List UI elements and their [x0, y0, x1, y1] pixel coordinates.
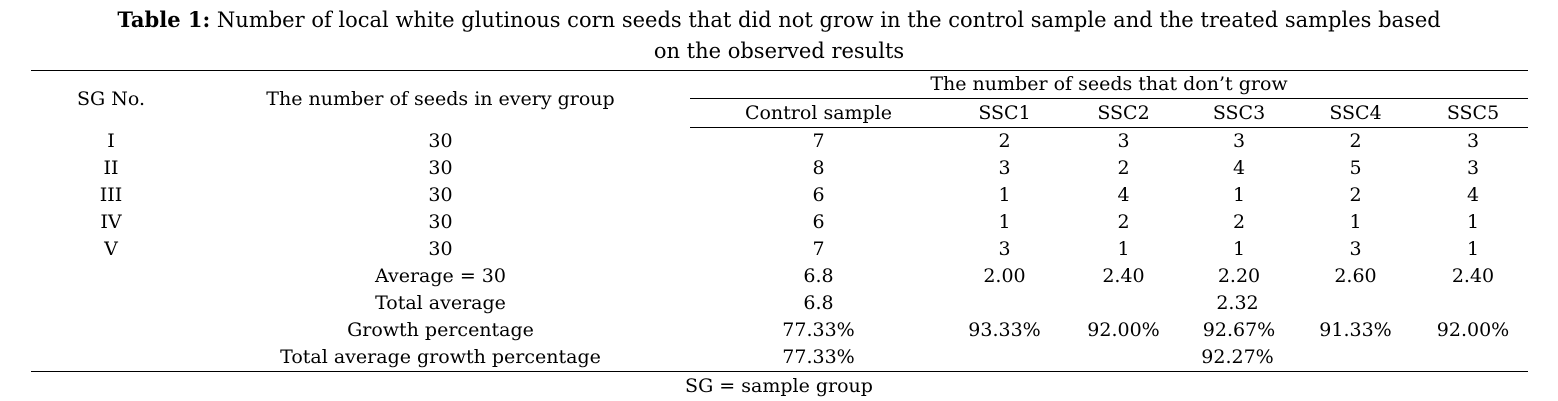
cell-seeds: 30	[428, 129, 453, 152]
cell-sg: IV	[100, 211, 122, 233]
growth-label: Growth percentage	[347, 319, 534, 341]
table-caption: Table 1: Number of local white glutinous…	[0, 4, 1558, 67]
cell-ssc4: 5	[1349, 157, 1362, 179]
growth-percentage-row: Growth percentage 77.33% 93.33% 92.00% 9…	[31, 317, 1528, 344]
header-not-grow-group: The number of seeds that don’t grow	[690, 70, 1529, 99]
average-label: Average = 30	[375, 265, 506, 287]
cell-control: 7	[812, 130, 825, 152]
table-row: IV 30 6 1 2 2 1 1	[31, 209, 1528, 236]
total-growth-control: 77.33%	[690, 344, 947, 372]
total-growth-ssc: 92.27%	[947, 344, 1529, 372]
cell-seeds: 30	[428, 184, 453, 206]
cell-control: 7	[812, 238, 825, 260]
cell-ssc1: 1	[998, 211, 1011, 233]
cell-sg: I	[107, 129, 115, 152]
growth-ssc1: 93.33%	[968, 319, 1041, 341]
table-row: III 30 6 1 4 1 2 4	[31, 182, 1528, 209]
cell-seeds: 30	[428, 157, 453, 179]
cell-ssc1: 3	[998, 157, 1011, 179]
caption-label: Table 1:	[117, 7, 211, 32]
average-row: Average = 30 6.8 2.00 2.40 2.20 2.60 2.4…	[31, 263, 1528, 290]
caption-line-1: Table 1: Number of local white glutinous…	[0, 4, 1558, 36]
cell-ssc4: 3	[1349, 238, 1362, 260]
average-ssc3: 2.20	[1217, 265, 1261, 287]
header-ssc2: SSC2	[1062, 98, 1185, 128]
total-average-row: Total average 6.8 2.32	[31, 290, 1528, 317]
growth-ssc5: 92.00%	[1436, 319, 1510, 341]
table-row: V 30 7 3 1 1 3 1	[31, 236, 1528, 263]
total-growth-row: Total average growth percentage 77.33% 9…	[31, 344, 1529, 372]
average-control: 6.8	[803, 265, 834, 287]
average-ssc2: 2.40	[1102, 265, 1145, 287]
cell-ssc5: 1	[1466, 211, 1480, 233]
total-average-label: Total average	[375, 292, 506, 314]
cell-ssc4: 1	[1349, 211, 1362, 233]
total-average-ssc: 2.32	[1216, 292, 1259, 314]
header-ssc4: SSC4	[1293, 98, 1418, 128]
growth-control: 77.33%	[782, 319, 855, 341]
cell-ssc4: 2	[1349, 184, 1362, 206]
cell-ssc5: 4	[1466, 184, 1480, 206]
header-ssc5: SSC5	[1418, 98, 1529, 128]
caption-line-2: on the observed results	[653, 39, 905, 63]
cell-ssc5: 3	[1466, 157, 1480, 179]
header-seeds-per-group: The number of seeds in every group	[191, 70, 690, 128]
total-growth-label: Total average growth percentage	[191, 344, 690, 372]
cell-ssc1: 3	[998, 238, 1011, 260]
header-ssc3: SSC3	[1185, 98, 1293, 128]
header-sg-no: SG No.	[31, 70, 191, 128]
growth-ssc2: 92.00%	[1087, 319, 1160, 341]
cell-control: 8	[812, 157, 825, 179]
cell-ssc3: 1	[1232, 184, 1246, 206]
average-ssc4: 2.60	[1334, 265, 1377, 287]
cell-ssc3: 4	[1232, 157, 1246, 179]
growth-ssc4: 91.33%	[1319, 319, 1392, 341]
cell-sg: III	[99, 184, 123, 206]
cell-control: 6	[812, 184, 825, 206]
total-average-control: 6.8	[803, 292, 834, 314]
cell-ssc4: 2	[1349, 130, 1362, 152]
table-footnote: SG = sample group	[685, 375, 873, 397]
header-control: Control sample	[690, 98, 947, 128]
cell-ssc5: 3	[1466, 130, 1480, 152]
growth-ssc3: 92.67%	[1202, 319, 1276, 341]
cell-seeds: 30	[428, 238, 453, 260]
average-ssc1: 2.00	[983, 265, 1026, 287]
cell-ssc1: 1	[998, 184, 1011, 206]
cell-ssc2: 2	[1117, 211, 1130, 233]
cell-ssc3: 3	[1232, 130, 1246, 152]
cell-sg: II	[103, 157, 119, 179]
cell-ssc2: 4	[1117, 184, 1130, 206]
cell-ssc5: 1	[1466, 238, 1480, 260]
cell-ssc3: 2	[1232, 211, 1246, 233]
cell-control: 6	[812, 211, 825, 233]
cell-ssc2: 2	[1117, 157, 1130, 179]
cell-seeds: 30	[428, 211, 453, 233]
header-row-1: SG No. The number of seeds in every grou…	[31, 70, 1529, 128]
table-row: I 30 7 2 3 3 2 3	[31, 128, 1528, 156]
cell-ssc1: 2	[998, 130, 1011, 152]
cell-ssc2: 3	[1117, 130, 1130, 152]
cell-sg: V	[104, 238, 118, 260]
seed-growth-table: SG No. The number of seeds in every grou…	[31, 70, 1529, 372]
caption-text: Number of local white glutinous corn see…	[216, 8, 1441, 32]
average-ssc5: 2.40	[1451, 265, 1495, 287]
header-row-2: Control sample SSC1 SSC2 SSC3 SSC4 SSC5	[31, 98, 1529, 128]
header-ssc1: SSC1	[947, 98, 1062, 128]
table-row: II 30 8 3 2 4 5 3	[31, 155, 1528, 182]
cell-ssc2: 1	[1117, 238, 1130, 260]
cell-ssc3: 1	[1232, 238, 1246, 260]
